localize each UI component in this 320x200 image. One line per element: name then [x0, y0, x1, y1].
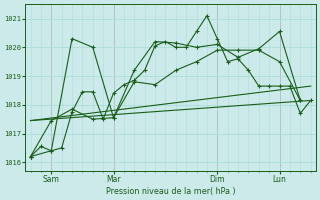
- X-axis label: Pression niveau de la mer( hPa ): Pression niveau de la mer( hPa ): [106, 187, 236, 196]
